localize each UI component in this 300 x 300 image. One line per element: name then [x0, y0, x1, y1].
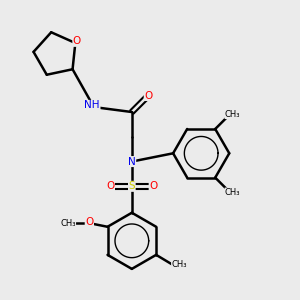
Text: CH₃: CH₃ [225, 188, 241, 197]
Text: CH₃: CH₃ [172, 260, 187, 269]
Text: N: N [128, 157, 136, 166]
Text: CH₃: CH₃ [60, 219, 76, 228]
Text: S: S [128, 181, 135, 191]
Text: O: O [106, 181, 115, 191]
Text: O: O [73, 36, 81, 46]
Text: O: O [85, 217, 94, 227]
Text: O: O [149, 181, 158, 191]
Text: NH: NH [85, 100, 100, 110]
Text: CH₃: CH₃ [225, 110, 241, 118]
Text: O: O [144, 91, 152, 100]
